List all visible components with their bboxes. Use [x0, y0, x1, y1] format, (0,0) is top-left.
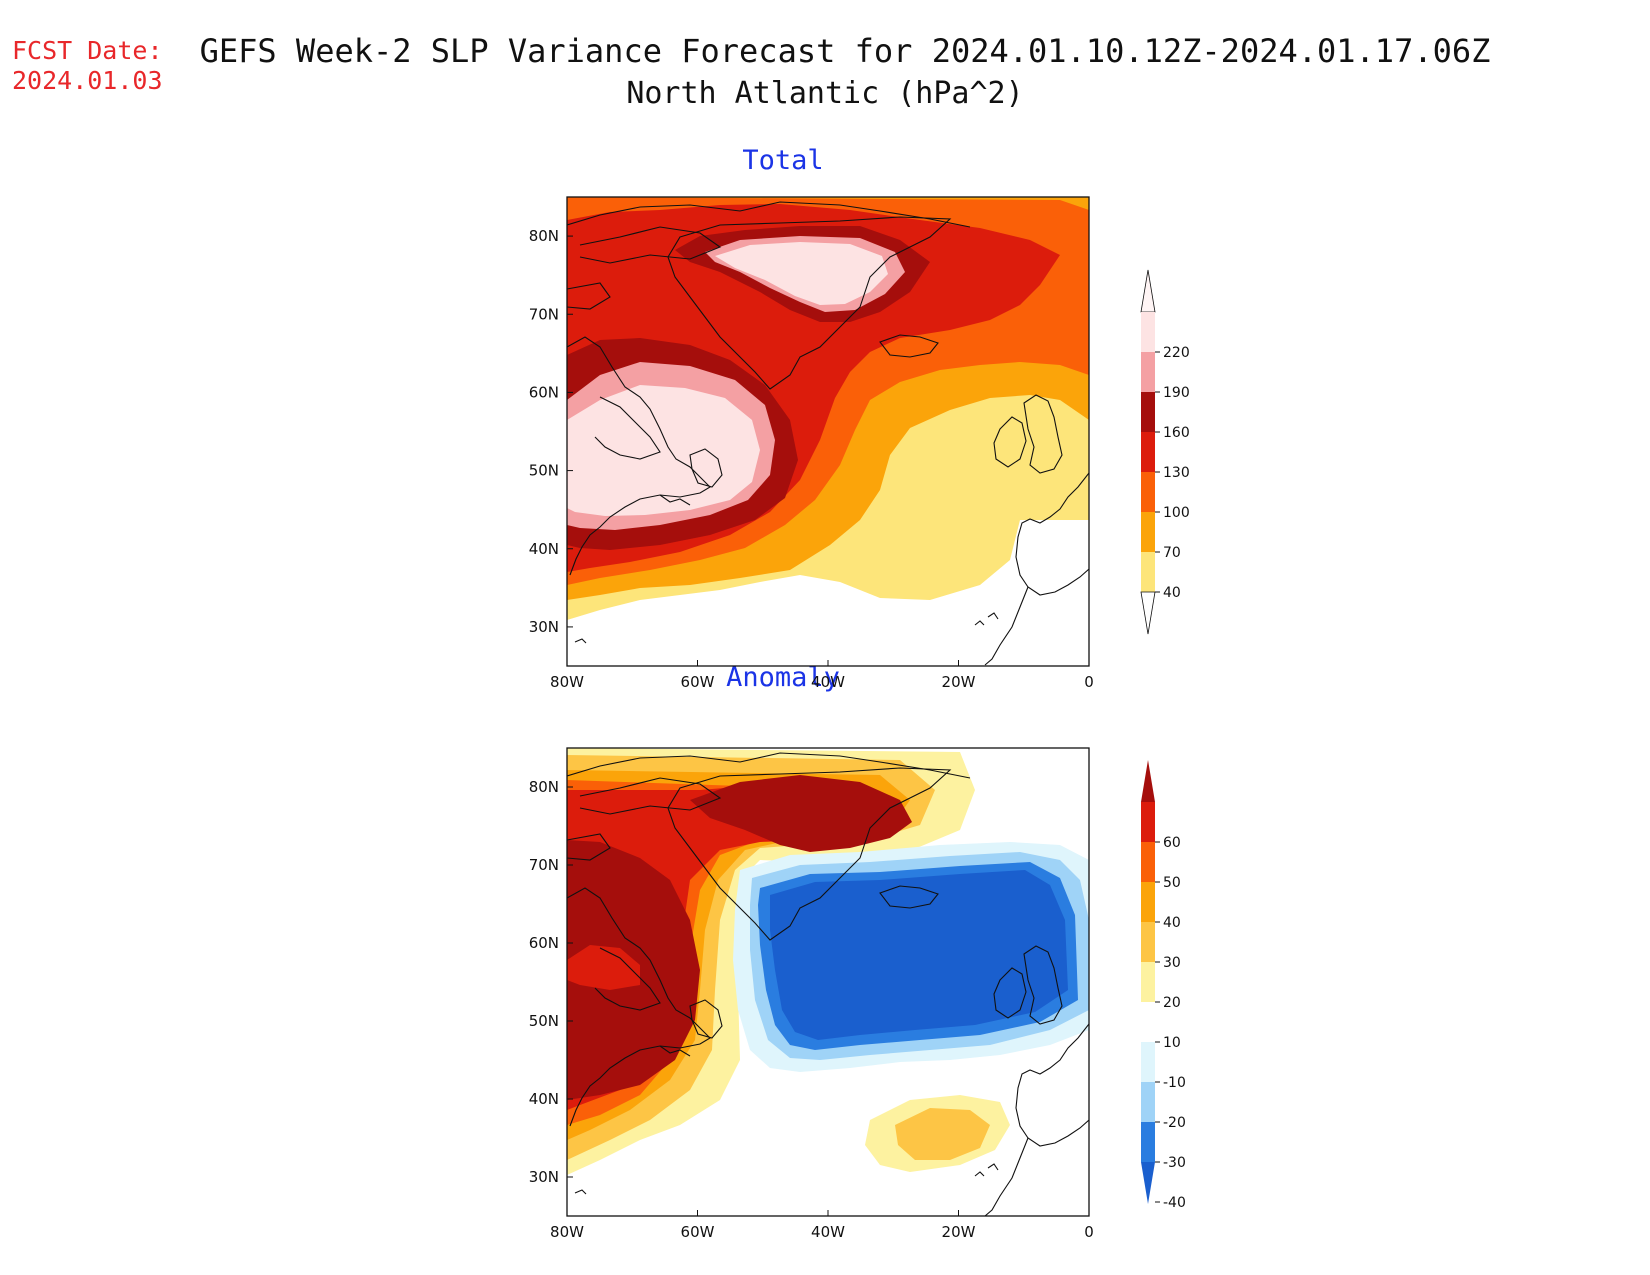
colorbar-top-arrow — [1141, 760, 1155, 802]
colorbar-label: 60 — [1163, 835, 1181, 851]
lat-tick-label: 30N — [529, 1168, 559, 1186]
colorbar-box — [1141, 802, 1155, 842]
colorbar-label: 20 — [1163, 995, 1181, 1011]
lat-tick-label: 60N — [529, 383, 559, 401]
colorbar-label: -40 — [1163, 1195, 1186, 1211]
map-total — [566, 196, 1090, 667]
lat-tick-label: 80N — [529, 227, 559, 245]
lon-tick-label: 40W — [811, 673, 845, 691]
colorbar-bottom-arrow — [1140, 591, 1156, 635]
colorbar-box — [1141, 392, 1155, 432]
colorbar-box — [1141, 552, 1155, 592]
lat-tick-label: 50N — [529, 1012, 559, 1030]
colorbar-box — [1141, 1002, 1155, 1042]
panel-title-anomaly: Anomaly — [726, 662, 840, 693]
colorbar-box — [1141, 312, 1155, 352]
colorbar-label: 100 — [1163, 505, 1190, 521]
colorbar-box — [1141, 512, 1155, 552]
colorbar-total: 220 190 160 130 100 70 40 — [1140, 269, 1190, 635]
colorbar-box — [1141, 1042, 1155, 1082]
colorbar-box — [1141, 432, 1155, 472]
lon-tick-label: 40W — [811, 1223, 845, 1241]
lon-tick-label: 60W — [681, 673, 715, 691]
lat-tick-label: 30N — [529, 618, 559, 636]
lat-tick-label: 40N — [529, 1090, 559, 1108]
colorbar-top-arrow — [1140, 269, 1156, 313]
lon-tick-label: 60W — [681, 1223, 715, 1241]
lon-tick-label: 80W — [550, 673, 584, 691]
colorbar-anomaly: 60 50 40 30 20 10 -10 -20 -30 -40 — [1141, 760, 1186, 1211]
colorbar-label: 190 — [1163, 385, 1190, 401]
colorbar-label: 40 — [1163, 915, 1181, 931]
colorbar-label: 220 — [1163, 345, 1190, 361]
colorbar-box — [1141, 842, 1155, 882]
lon-tick-label: 20W — [942, 1223, 976, 1241]
fcst-date-label: FCST Date: — [12, 36, 163, 65]
colorbar-label: -10 — [1163, 1075, 1186, 1091]
colorbar-label: -30 — [1163, 1155, 1186, 1171]
colorbar-label: 70 — [1163, 545, 1181, 561]
colorbar-label: 30 — [1163, 955, 1181, 971]
lat-tick-label: 70N — [529, 856, 559, 874]
colorbar-label: 10 — [1163, 1035, 1181, 1051]
colorbar-box — [1141, 352, 1155, 392]
colorbar-box — [1141, 472, 1155, 512]
map-subtitle: North Atlantic (hPa^2) — [626, 76, 1024, 111]
lat-tick-label: 50N — [529, 462, 559, 480]
lon-tick-label: 80W — [550, 1223, 584, 1241]
colorbar-label: -20 — [1163, 1115, 1186, 1131]
lon-tick-label: 0 — [1084, 1223, 1094, 1241]
lon-tick-label: 20W — [942, 673, 976, 691]
map-anomaly — [566, 747, 1090, 1217]
colorbar-label: 160 — [1163, 425, 1190, 441]
colorbar-box — [1141, 962, 1155, 1002]
colorbar-label: 130 — [1163, 465, 1190, 481]
lon-tick-label: 0 — [1084, 673, 1094, 691]
colorbar-bottom-arrow — [1141, 1162, 1155, 1204]
lat-tick-label: 70N — [529, 305, 559, 323]
colorbar-box — [1141, 1082, 1155, 1122]
fcst-date-block: FCST Date: 2024.01.03 — [12, 36, 163, 96]
colorbar-label: 50 — [1163, 875, 1181, 891]
colorbar-label: 40 — [1163, 585, 1181, 601]
panel-title-total: Total — [742, 145, 824, 176]
colorbar-box — [1141, 882, 1155, 922]
axes-total: 80N 70N 60N 50N 40N 30N 80W 60W 40W 20W 0 — [529, 227, 1094, 691]
lat-tick-label: 80N — [529, 778, 559, 796]
lat-tick-label: 40N — [529, 540, 559, 558]
colorbar-box — [1141, 1122, 1155, 1162]
map-title: GEFS Week-2 SLP Variance Forecast for 20… — [199, 32, 1491, 70]
axes-anomaly: 80N 70N 60N 50N 40N 30N 80W 60W 40W 20W 0 — [529, 778, 1094, 1241]
colorbar-box — [1141, 922, 1155, 962]
lat-tick-label: 60N — [529, 934, 559, 952]
fcst-date-value: 2024.01.03 — [12, 66, 163, 95]
